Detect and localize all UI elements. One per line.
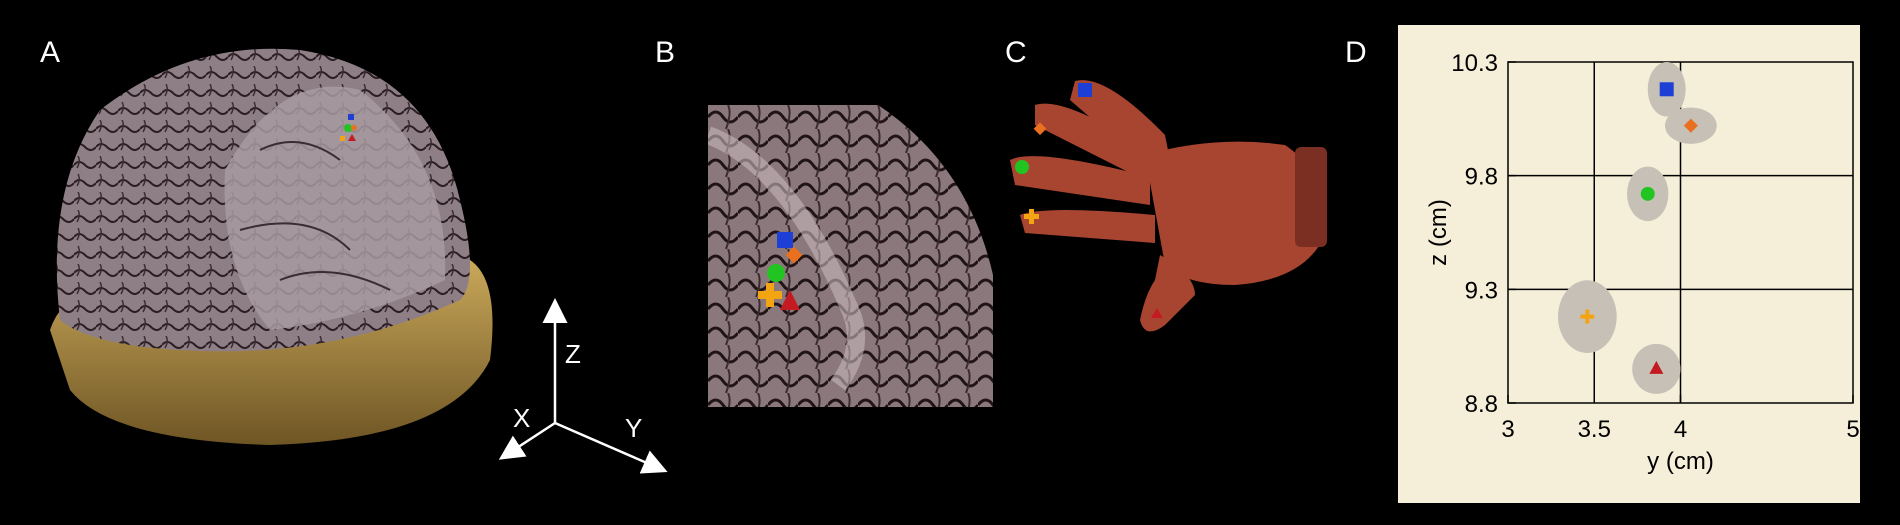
data-point-circle — [1640, 186, 1655, 201]
axis-label-x: X — [513, 403, 530, 433]
y-tick-label: 8.8 — [1465, 391, 1498, 418]
axes-gizmo: Z X Y — [498, 298, 668, 474]
mri-slice — [708, 105, 993, 407]
x-tick-label: 4 — [1674, 416, 1687, 443]
panel-letter-b: B — [655, 36, 676, 69]
brain-rendering — [50, 48, 493, 445]
data-point-square — [1659, 82, 1674, 97]
hand-photo — [1010, 80, 1327, 332]
y-tick-label: 9.3 — [1465, 277, 1498, 304]
chart-background — [1398, 25, 1860, 503]
data-point-cross — [1580, 309, 1595, 324]
y-tick-label: 9.8 — [1465, 164, 1498, 191]
axis-label-z: Z — [565, 339, 581, 369]
y-tick-label: 10.3 — [1451, 50, 1498, 77]
mri-markers — [758, 232, 803, 310]
cortex-cutaway — [224, 86, 446, 330]
x-axis-arrow — [498, 421, 556, 460]
x-tick-label: 3 — [1501, 416, 1514, 443]
brain-markers — [340, 114, 358, 141]
x-axis-label: y (cm) — [1647, 448, 1714, 475]
panel-letter-c: C — [1005, 36, 1027, 69]
y-axis-label: z (cm) — [1425, 199, 1452, 266]
x-tick-label: 5 — [1846, 416, 1859, 443]
position-chart: 3 3.5 4 5 8.8 9.3 9.8 10.3 y (cm) z (cm) — [1398, 25, 1860, 503]
data-point-triangle — [1649, 360, 1664, 374]
panel-letter-a: A — [40, 36, 61, 69]
x-tick-label: 3.5 — [1578, 416, 1611, 443]
panel-letter-d: D — [1345, 36, 1367, 69]
y-axis-arrow — [554, 421, 668, 474]
axis-label-y: Y — [625, 413, 642, 443]
